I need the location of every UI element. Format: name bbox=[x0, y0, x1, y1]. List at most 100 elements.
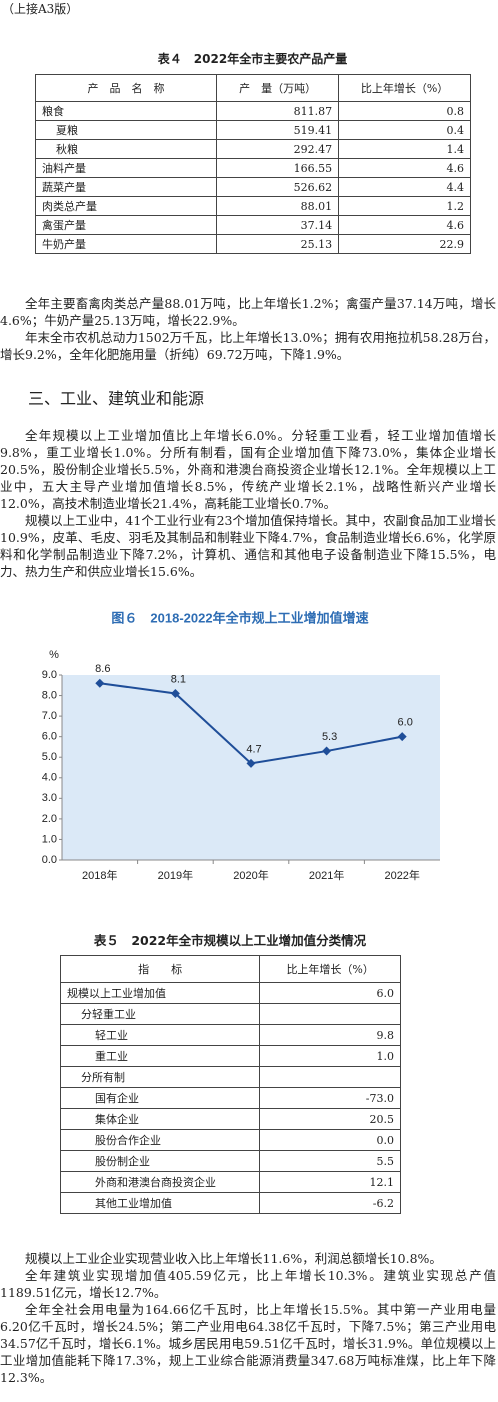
marker bbox=[170, 689, 180, 698]
y-axis-label: % bbox=[49, 649, 59, 661]
row-label: 轻工业 bbox=[59, 1024, 261, 1046]
table-row: 夏粮 519.41 0.4 bbox=[34, 120, 471, 140]
row-label: 夏粮 bbox=[34, 120, 218, 140]
cell bbox=[259, 1003, 401, 1025]
table-row: 国有企业 -73.0 bbox=[59, 1087, 401, 1109]
cell: 4.6 bbox=[338, 158, 471, 178]
x-tick-label: 2019年 bbox=[158, 868, 193, 882]
y-tick-label: 0.0 bbox=[42, 854, 57, 866]
paragraph: 全年主要畜禽肉类总产量88.01万吨，比上年增长1.2%；禽蛋产量37.14万吨… bbox=[0, 296, 496, 328]
cell: -6.2 bbox=[259, 1192, 401, 1214]
paragraph: 全年全社会用电量为164.66亿千瓦时，比上年增长15.5%。其中第一产业用电量… bbox=[0, 1302, 496, 1385]
row-label: 股份制企业 bbox=[59, 1150, 261, 1172]
y-tick-label: 6.0 bbox=[42, 731, 57, 743]
table: 产 品 名 称产 量（万吨） 比上年增长（%） 粮食 811.87 0.8 夏粮 519.4… bbox=[34, 74, 471, 254]
header-cell: 产 量（万吨） bbox=[216, 74, 340, 102]
x-tick-label: 2021年 bbox=[309, 868, 344, 882]
marker bbox=[397, 732, 407, 742]
row-label: 肉类总产量 bbox=[34, 196, 218, 216]
cell: 88.01 bbox=[216, 196, 340, 216]
row-label: 蔬菜产量 bbox=[34, 177, 218, 197]
cell: 37.14 bbox=[216, 215, 340, 235]
cell: 22.9 bbox=[338, 234, 471, 254]
marker bbox=[322, 746, 332, 756]
cell: 1.2 bbox=[338, 196, 471, 216]
data-label: 8.6 bbox=[95, 663, 110, 675]
y-tick-label: 9.0 bbox=[42, 669, 57, 681]
cell: 811.87 bbox=[216, 101, 340, 121]
table-row: 轻工业 9.8 bbox=[59, 1024, 401, 1046]
cell: 20.5 bbox=[259, 1108, 401, 1130]
paragraphs: 全年主要畜禽肉类总产量88.01万吨，比上年增长1.2%；禽蛋产量37.14万吨… bbox=[0, 295, 496, 363]
table-title: 表５ 2022年全市规模以上工业增加值分类情况 bbox=[93, 933, 367, 948]
table-row: 外商和港澳台商投资企业 12.1 bbox=[59, 1171, 401, 1193]
row-label: 国有企业 bbox=[59, 1087, 261, 1109]
table-row: 规模以上工业增加值 6.0 bbox=[59, 982, 401, 1004]
chart-title: 图６ 2018-2022年全市规上工业增加值增速 bbox=[111, 610, 368, 625]
paragraph: 年末全市农机总动力1502万千瓦，比上年增长13.0%；拥有农用拖拉机58.28… bbox=[0, 330, 496, 362]
cell: 1.0 bbox=[259, 1045, 401, 1067]
table: 指 标比上年增长（%） 规模以上工业增加值 6.0 分轻重工业 轻工业 9.8 重工业 1.0… bbox=[59, 955, 401, 1214]
y-tick-label: 1.0 bbox=[42, 833, 57, 845]
y-tick-label: 4.0 bbox=[42, 772, 57, 784]
y-tick-label: 3.0 bbox=[42, 792, 57, 804]
y-tick-label: 8.0 bbox=[42, 689, 57, 701]
cell: 6.0 bbox=[259, 982, 401, 1004]
table-row: 蔬菜产量 526.62 4.4 bbox=[34, 177, 471, 197]
data-label: 4.7 bbox=[246, 743, 261, 755]
table-row: 股份制企业 5.5 bbox=[59, 1150, 401, 1172]
table-row: 油料产量 166.55 4.6 bbox=[34, 158, 471, 178]
table-row: 牛奶产量 25.13 22.9 bbox=[34, 234, 471, 254]
cell: 25.13 bbox=[216, 234, 340, 254]
cell: 0.4 bbox=[338, 120, 471, 140]
table-row: 分所有制 bbox=[59, 1066, 401, 1088]
x-tick-label: 2018年 bbox=[82, 868, 117, 882]
cell: 9.8 bbox=[259, 1024, 401, 1046]
row-label: 其他工业增加值 bbox=[59, 1192, 261, 1214]
cell bbox=[259, 1066, 401, 1088]
table-row: 股份合作企业 0.0 bbox=[59, 1129, 401, 1151]
header-cell: 比上年增长（%） bbox=[338, 74, 471, 102]
x-tick-label: 2022年 bbox=[384, 868, 419, 882]
cell: 0.0 bbox=[259, 1129, 401, 1151]
row-label: 禽蛋产量 bbox=[34, 215, 218, 235]
table-row: 秋粮 292.47 1.4 bbox=[34, 139, 471, 159]
row-label: 规模以上工业增加值 bbox=[59, 982, 261, 1004]
row-label: 秋粮 bbox=[34, 139, 218, 159]
table-row: 集体企业 20.5 bbox=[59, 1108, 401, 1130]
table-row: 其他工业增加值 -6.2 bbox=[59, 1192, 401, 1214]
chart: 图６ 2018-2022年全市规上工业增加值增速 % 0.0 1.0 2.0 3.0 4… bbox=[42, 610, 440, 882]
header-cell: 产 品 名 称 bbox=[34, 74, 218, 102]
paragraph: 全年规模以上工业增加值比上年增长6.0%。分轻重工业看，轻工业增加值增长9.8%… bbox=[0, 428, 496, 511]
table-row: 粮食 811.87 0.8 bbox=[34, 101, 471, 121]
row-label: 牛奶产量 bbox=[34, 234, 218, 254]
table-title: 表４ 2022年全市主要农产品产量 bbox=[157, 52, 348, 66]
row-label: 分轻重工业 bbox=[59, 1003, 261, 1025]
data-label: 6.0 bbox=[398, 717, 413, 729]
marker bbox=[95, 678, 105, 688]
cell: 526.62 bbox=[216, 177, 340, 197]
y-tick-label: 5.0 bbox=[42, 751, 57, 763]
data-label: 5.3 bbox=[322, 731, 337, 743]
row-label: 分所有制 bbox=[59, 1066, 261, 1088]
cell: 166.55 bbox=[216, 158, 340, 178]
cell: -73.0 bbox=[259, 1087, 401, 1109]
header-row: 产 品 名 称产 量（万吨） 比上年增长（%） bbox=[34, 74, 471, 102]
table-row: 重工业 1.0 bbox=[59, 1045, 401, 1067]
data-label: 8.1 bbox=[171, 673, 186, 685]
header-cell: 比上年增长（%） bbox=[259, 955, 401, 983]
y-tick-label: 2.0 bbox=[42, 813, 57, 825]
row-label: 股份合作企业 bbox=[59, 1129, 261, 1151]
header-cell: 指 标 bbox=[59, 955, 261, 983]
table-row: 肉类总产量 88.01 1.2 bbox=[34, 196, 471, 216]
cell: 1.4 bbox=[338, 139, 471, 159]
paragraphs: 规模以上工业企业实现营业收入比上年增长11.6%，利润总额增长10.8%。 全年建… bbox=[0, 1250, 496, 1386]
row-label: 粮食 bbox=[34, 101, 218, 121]
marker bbox=[246, 758, 256, 768]
header-row: 指 标比上年增长（%） bbox=[59, 955, 401, 983]
y-tick-label: 7.0 bbox=[42, 710, 57, 722]
x-tick-label: 2020年 bbox=[233, 868, 268, 882]
row-label: 重工业 bbox=[59, 1045, 261, 1067]
row-label: 外商和港澳台商投资企业 bbox=[59, 1171, 261, 1193]
row-label: 油料产量 bbox=[34, 158, 218, 178]
